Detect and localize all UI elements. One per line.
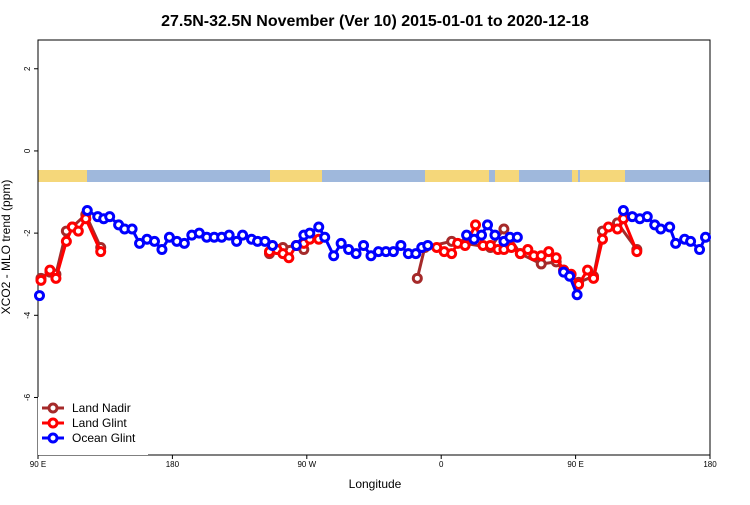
point	[617, 205, 629, 217]
point	[522, 244, 534, 256]
legend-label: Ocean Glint	[72, 431, 136, 445]
point	[387, 246, 399, 258]
land-strip	[580, 170, 625, 182]
land-strip	[270, 170, 322, 182]
point	[422, 239, 434, 251]
point	[104, 211, 116, 223]
point	[126, 223, 138, 235]
point	[95, 246, 107, 258]
point	[350, 248, 362, 260]
point	[156, 244, 168, 256]
point	[395, 239, 407, 251]
y-tick-label: -6	[23, 393, 32, 401]
point	[543, 246, 555, 258]
land-strip	[572, 170, 578, 182]
x-tick-label: 90 E	[30, 460, 46, 469]
point	[700, 231, 712, 243]
point	[50, 272, 62, 284]
point	[81, 205, 93, 217]
chart-title: 27.5N-32.5N November (Ver 10) 2015-01-01…	[161, 13, 589, 30]
point	[223, 229, 235, 241]
y-tick-label: 0	[23, 148, 32, 153]
point	[664, 221, 676, 233]
point	[550, 252, 562, 264]
map-strip	[38, 170, 710, 182]
point	[573, 278, 585, 290]
point	[470, 219, 482, 231]
point	[694, 244, 706, 256]
point	[459, 239, 471, 251]
legend-marker	[47, 432, 59, 444]
point	[602, 221, 614, 233]
point	[304, 227, 316, 239]
point	[237, 229, 249, 241]
legend-label: Land Glint	[72, 416, 127, 430]
point	[489, 229, 501, 241]
x-tick-label: 180	[166, 460, 180, 469]
point	[290, 239, 302, 251]
point	[319, 231, 331, 243]
point	[178, 237, 190, 249]
point	[410, 248, 422, 260]
point	[313, 221, 325, 233]
point	[641, 211, 653, 223]
land-strip	[38, 170, 87, 182]
land-strip	[425, 170, 489, 182]
point	[511, 231, 523, 243]
point	[631, 246, 643, 258]
point	[266, 239, 278, 251]
land-strip	[495, 170, 519, 182]
y-axis-label: XCO2 - MLO trend (ppm)	[0, 180, 13, 315]
point	[498, 223, 510, 235]
legend-marker	[47, 402, 59, 414]
point	[283, 252, 295, 264]
point	[60, 235, 72, 247]
point	[588, 272, 600, 284]
plot-frame	[37, 39, 711, 456]
point	[564, 270, 576, 282]
x-tick-label: 90 W	[297, 460, 316, 469]
legend-marker	[47, 417, 59, 429]
point	[335, 237, 347, 249]
point	[505, 242, 517, 253]
point	[446, 248, 458, 260]
y-tick-label: -2	[23, 229, 32, 237]
point	[611, 223, 623, 235]
point	[328, 250, 340, 262]
point	[35, 274, 47, 286]
point	[481, 219, 493, 231]
point	[72, 225, 84, 237]
x-tick-label: 90 E	[567, 460, 583, 469]
ocean-strip	[38, 170, 710, 182]
y-tick-label: 2	[23, 66, 32, 71]
point	[596, 233, 608, 245]
point	[582, 264, 594, 276]
x-tick-label: 180	[703, 460, 717, 469]
point	[44, 264, 56, 276]
x-axis-label: Longitude	[349, 477, 402, 491]
legend-label: Land Nadir	[72, 401, 131, 415]
point	[231, 235, 243, 247]
x-tick-label: 0	[439, 460, 444, 469]
point	[571, 289, 583, 301]
point	[655, 223, 667, 235]
point	[670, 237, 682, 249]
point	[358, 239, 370, 251]
point	[411, 272, 423, 284]
y-tick-label: -4	[23, 311, 32, 319]
point	[80, 213, 92, 225]
point	[685, 235, 697, 247]
point	[33, 290, 45, 302]
point	[476, 229, 488, 241]
point	[148, 235, 160, 247]
